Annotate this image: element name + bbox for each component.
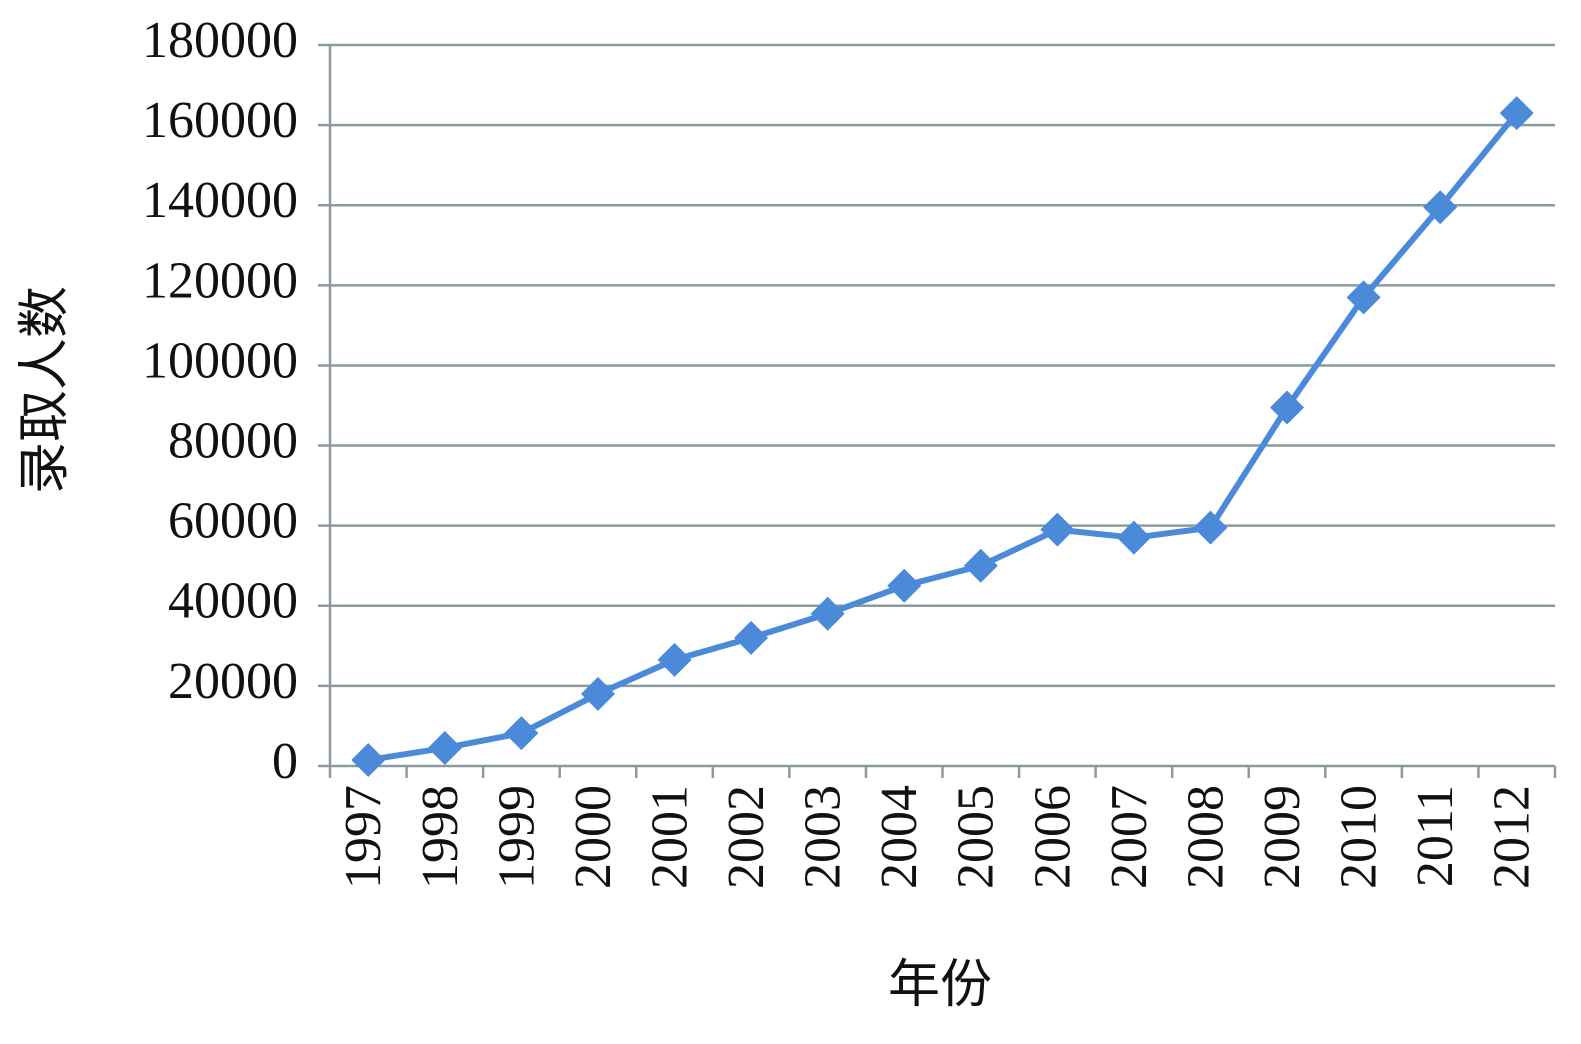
y-tick-label: 0 (272, 733, 298, 790)
y-tick-label: 120000 (142, 252, 298, 309)
data-point (1270, 390, 1305, 425)
x-tick-label: 2000 (565, 785, 622, 889)
data-point (1423, 190, 1458, 225)
data-point (1346, 280, 1381, 315)
x-tick-label: 2002 (718, 785, 775, 889)
x-tick-label: 2003 (795, 785, 852, 889)
x-tick-label: 2004 (871, 785, 928, 889)
data-point (427, 730, 462, 765)
y-tick-label: 60000 (168, 493, 298, 550)
x-tick-label: 2006 (1024, 785, 1081, 889)
data-point (887, 568, 922, 603)
data-point (1193, 510, 1228, 545)
x-axis-title: 年份 (888, 957, 992, 1014)
data-point (1040, 512, 1075, 547)
data-point (1116, 520, 1151, 555)
x-tick-label: 2007 (1101, 785, 1158, 889)
y-tick-label: 140000 (142, 172, 298, 229)
x-tick-label: 2008 (1177, 785, 1234, 889)
x-tick-label: 1999 (488, 785, 545, 889)
y-tick-label: 180000 (142, 12, 298, 69)
x-tick-label: 2001 (641, 785, 698, 889)
y-axis-title: 录取人数 (17, 286, 74, 494)
x-tick-label: 1997 (335, 785, 392, 889)
data-point (580, 676, 615, 711)
x-tick-label: 1998 (412, 785, 469, 889)
x-tick-label: 2009 (1254, 785, 1311, 889)
y-tick-label: 160000 (142, 92, 298, 149)
x-tick-label: 2011 (1407, 785, 1464, 887)
x-tick-label: 2012 (1484, 785, 1541, 889)
y-tick-label: 80000 (168, 412, 298, 469)
data-point (1499, 96, 1534, 131)
y-tick-label: 40000 (168, 573, 298, 630)
data-point (351, 742, 386, 777)
data-point (504, 716, 539, 751)
x-tick-label: 2010 (1331, 785, 1388, 889)
data-point (963, 548, 998, 583)
data-point (734, 620, 769, 655)
y-tick-label: 20000 (168, 653, 298, 710)
data-point (657, 642, 692, 677)
x-tick-label: 2005 (948, 785, 1005, 889)
data-point (810, 596, 845, 631)
y-tick-label: 100000 (142, 332, 298, 389)
series-line (367, 111, 1520, 763)
